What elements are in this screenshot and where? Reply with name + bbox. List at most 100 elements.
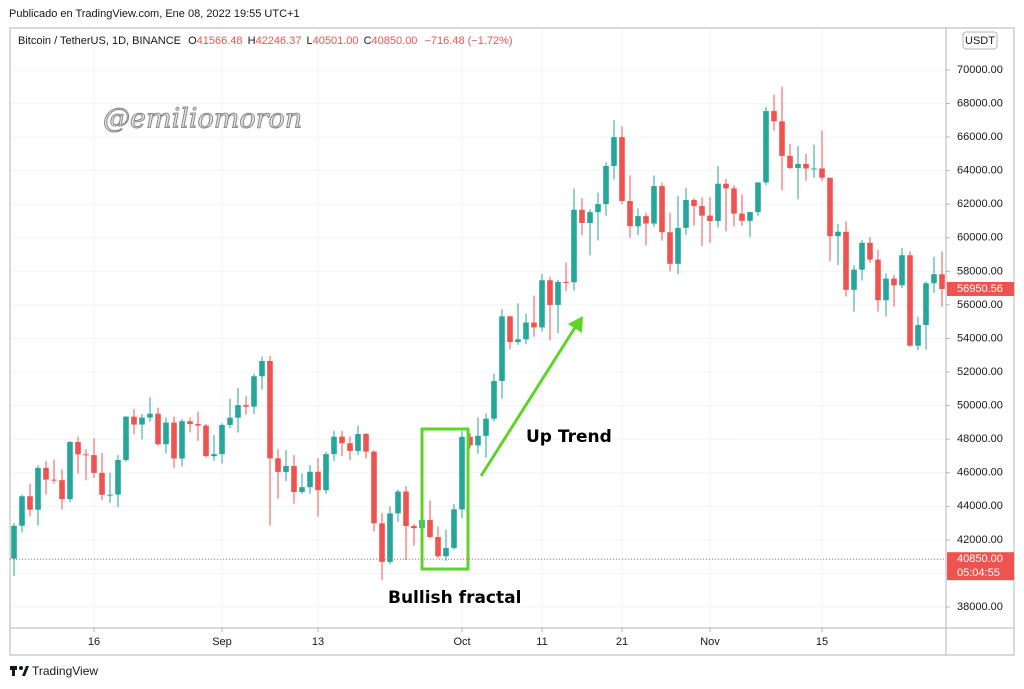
candle-body: [267, 360, 273, 459]
candle-body: [467, 436, 473, 446]
frame: [9, 27, 1015, 656]
x-tick-label: 16: [88, 636, 100, 648]
x-tick-label: Nov: [700, 636, 720, 648]
candle-body: [67, 442, 73, 500]
candle-body: [611, 137, 617, 166]
annotation: Up Trend: [526, 427, 612, 447]
candle-body: [571, 209, 577, 283]
candle-body: [139, 417, 145, 425]
countdown: 05:04:55: [957, 567, 1000, 579]
x-tick-label: 15: [816, 636, 828, 648]
candle-body: [731, 188, 737, 214]
candle-body: [211, 454, 217, 457]
candle-body: [747, 212, 753, 221]
candle-body: [291, 466, 297, 493]
candle-body: [195, 424, 201, 426]
candle-body: [427, 520, 433, 538]
candle-body: [179, 421, 185, 459]
candle-body: [235, 405, 241, 418]
candle-body: [43, 467, 49, 480]
y-tick-label: 70000.00: [957, 64, 1003, 76]
candles: [11, 86, 945, 581]
y-tick-label: 48000.00: [957, 433, 1003, 445]
header: Publicado en TradingView.com, Ene 08, 20…: [9, 8, 300, 20]
candle-body: [315, 471, 321, 491]
candle-body: [675, 227, 681, 264]
y-tick-label: 54000.00: [957, 332, 1003, 344]
candle-body: [387, 513, 393, 562]
candle-body: [171, 422, 177, 459]
ohlc-value: 42246.37: [256, 35, 302, 47]
ohlc-value: 40850.00: [372, 35, 418, 47]
y-tick-label: 60000.00: [957, 232, 1003, 244]
y-tick-label: 64000.00: [957, 165, 1003, 177]
candle-body: [443, 547, 449, 557]
candle-body: [835, 231, 841, 237]
candle-body: [163, 422, 169, 445]
currency-badge[interactable]: [962, 31, 998, 50]
logo: [10, 666, 29, 676]
candle-body: [595, 204, 601, 213]
candle-body: [883, 278, 889, 301]
candle-body: [187, 421, 193, 425]
candle-body: [787, 155, 793, 168]
candle-body: [795, 163, 801, 168]
candle-body: [227, 417, 233, 425]
candle-body: [683, 200, 689, 228]
candle-body: [819, 168, 825, 178]
ohlc-key: C: [364, 35, 372, 47]
fractal-box: [420, 427, 470, 571]
candle-body: [83, 454, 89, 456]
candle-body: [51, 479, 57, 481]
candle-body: [11, 525, 17, 559]
y-tick-label: 42000.00: [957, 534, 1003, 546]
candle-body: [603, 165, 609, 205]
candle-body: [19, 496, 25, 526]
candle-body: [107, 494, 113, 496]
candle-body: [131, 416, 137, 425]
candle-body: [395, 491, 401, 514]
candle-body: [499, 316, 505, 381]
candle-body: [347, 443, 353, 451]
candle-body: [115, 460, 121, 495]
candle-body: [899, 255, 905, 286]
change: −716.48 (−1.72%): [425, 35, 513, 47]
x-tick-label: 13: [312, 636, 324, 648]
x-tick-label: 11: [536, 636, 547, 648]
x-tick-label: Sep: [212, 636, 232, 648]
candle-body: [843, 231, 849, 290]
candle-body: [403, 491, 409, 526]
arrow-head: [568, 316, 583, 333]
candle-body: [563, 281, 569, 283]
candle-body: [691, 200, 697, 207]
candle-body: [667, 232, 673, 264]
candle-body: [27, 496, 33, 510]
candle-body: [579, 209, 585, 224]
candle-body: [723, 183, 729, 189]
y-tick-label: 62000.00: [957, 198, 1003, 210]
candle-body: [635, 216, 641, 227]
candle-body: [931, 274, 937, 284]
ohlc-key: L: [307, 35, 313, 47]
candle-body: [779, 121, 785, 156]
y-tick-label: 58000.00: [957, 265, 1003, 277]
candle-body: [907, 255, 913, 346]
candle-body: [811, 168, 817, 170]
candle-body: [875, 259, 881, 301]
watermark: @emiliomoron: [103, 104, 302, 135]
candle-body: [491, 380, 497, 419]
annotation: Bullish fractal: [388, 588, 521, 608]
y-tick-label: 52000.00: [957, 366, 1003, 378]
candle-body: [651, 186, 657, 224]
candle-body: [75, 442, 81, 455]
candle-body: [323, 454, 329, 491]
candle-body: [659, 186, 665, 233]
candle-body: [155, 413, 161, 445]
candle-body: [363, 433, 369, 452]
candle-body: [507, 316, 513, 343]
candle-body: [851, 269, 857, 290]
candle-body: [539, 280, 545, 328]
candle-body: [91, 455, 97, 473]
